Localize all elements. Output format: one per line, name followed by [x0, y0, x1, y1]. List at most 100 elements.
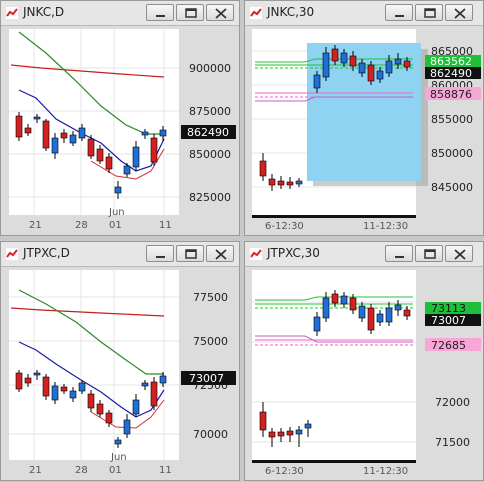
minimize-icon [395, 15, 404, 17]
candlestick-series [15, 112, 167, 199]
close-button[interactable] [445, 245, 473, 262]
minimize-button[interactable] [146, 245, 174, 262]
chart-window-jtpxc-daily[interactable]: JTPXC,D [0, 241, 240, 481]
y-tick-label: 825000 [189, 191, 231, 204]
restore-icon [424, 8, 436, 18]
x-axis-bar [252, 215, 416, 218]
y-tick-label: 72000 [435, 396, 470, 409]
plot-area[interactable] [9, 270, 179, 460]
x-month-label: Jun [108, 207, 125, 218]
close-icon [454, 8, 466, 19]
y-tick-label: 865000 [431, 45, 473, 58]
title-bar[interactable]: JNKC,30 [245, 1, 483, 26]
chart-app-icon [250, 7, 262, 19]
svg-text:73007: 73007 [189, 372, 224, 385]
minimize-icon [156, 15, 165, 17]
lower-band-lines [255, 335, 413, 346]
upper-band-price-tag: 863562 [425, 55, 481, 68]
close-icon [215, 8, 227, 19]
y-tick-label: 850000 [189, 148, 231, 161]
restore-button[interactable] [415, 245, 443, 262]
svg-text:72685: 72685 [431, 339, 466, 352]
close-icon [215, 249, 227, 260]
candlestick-series [15, 370, 167, 448]
svg-text:862490: 862490 [430, 67, 472, 80]
close-button[interactable] [206, 4, 234, 21]
title-bar[interactable]: JNKC,D [1, 1, 239, 26]
x-tick-label: 01 [109, 220, 122, 231]
x-tick-label: 6-12:30 [265, 466, 304, 477]
window-title: JNKC,30 [267, 5, 315, 19]
restore-button[interactable] [176, 4, 204, 21]
y-tick-label: 875000 [189, 105, 231, 118]
x-axis-bar [252, 460, 416, 463]
price-chart[interactable]: 900000 875000 850000 825000 862490 21 28… [1, 1, 241, 237]
x-tick-label: 21 [29, 465, 42, 476]
x-tick-label: 28 [75, 220, 88, 231]
fast-moving-average-line [18, 89, 165, 172]
last-price-tag: 73007 [425, 314, 481, 327]
x-tick-label: 11-12:30 [363, 466, 408, 477]
title-bar[interactable]: JTPXC,D [1, 242, 239, 267]
price-chart[interactable]: 72000 71500 73113 73007 72685 6-12:30 11… [245, 242, 484, 482]
lower-band-price-tag: 858876 [425, 87, 481, 101]
svg-text:858876: 858876 [430, 88, 472, 101]
lower-moving-average-line [90, 148, 165, 180]
restore-icon [185, 249, 197, 259]
y-tick-label: 855000 [431, 113, 473, 126]
fast-moving-average-line [18, 341, 165, 418]
y-tick-label: 845000 [431, 181, 473, 194]
y-tick-label: 75000 [193, 335, 228, 348]
y-tick-label: 77500 [193, 291, 228, 304]
svg-text:73113: 73113 [431, 302, 466, 315]
close-button[interactable] [445, 4, 473, 21]
x-tick-label: 6-12:30 [265, 221, 304, 232]
last-price-tag: 862490 [181, 125, 236, 139]
svg-text:863562: 863562 [430, 55, 472, 68]
x-tick-label: 28 [75, 465, 88, 476]
x-month-label: Jun [110, 452, 127, 463]
x-tick-label: 11 [159, 465, 172, 476]
slow-moving-average-line [10, 64, 165, 78]
restore-button[interactable] [176, 245, 204, 262]
price-chart[interactable]: 77500 75000 72500 70000 73007 21 28 01 1… [1, 242, 241, 482]
chart-window-jnkc-30min[interactable]: JNKC,30 [244, 0, 484, 236]
lower-band-lines [255, 92, 413, 102]
y-tick-label: 850000 [431, 147, 473, 160]
last-price-tag: 73007 [181, 371, 236, 385]
minimize-icon [395, 256, 404, 258]
x-tick-label: 01 [109, 465, 122, 476]
minimize-button[interactable] [385, 245, 413, 262]
restore-icon [424, 249, 436, 259]
minimize-icon [156, 256, 165, 258]
last-price-tag: 862490 [425, 67, 481, 80]
svg-text:73007: 73007 [431, 314, 466, 327]
title-bar[interactable]: JTPXC,30 [245, 242, 483, 267]
upper-band-price-tag: 73113 [425, 302, 481, 315]
mid-moving-average-line [18, 289, 164, 375]
minimize-button[interactable] [385, 4, 413, 21]
window-title: JTPXC,30 [267, 246, 320, 260]
window-title: JTPXC,D [23, 246, 70, 260]
svg-text:862490: 862490 [187, 126, 229, 139]
close-button[interactable] [206, 245, 234, 262]
x-tick-label: 11 [159, 220, 172, 231]
lower-band-price-tag: 72685 [425, 338, 481, 352]
y-tick-label: 900000 [189, 62, 231, 75]
candlestick-series [259, 290, 411, 447]
restore-button[interactable] [415, 4, 443, 21]
chart-window-jtpxc-30min[interactable]: JTPXC,30 [244, 241, 484, 481]
x-tick-label: 11-12:30 [363, 221, 408, 232]
chart-app-icon [6, 248, 18, 260]
y-tick-label: 71500 [435, 436, 470, 449]
restore-icon [185, 8, 197, 18]
window-title: JNKC,D [23, 5, 65, 19]
minimize-button[interactable] [146, 4, 174, 21]
price-chart[interactable]: 865000 860000 855000 850000 845000 86356… [245, 1, 484, 237]
slow-moving-average-line [10, 307, 165, 317]
candlestick-series [259, 45, 411, 191]
chart-window-jnkc-daily[interactable]: JNKC,D [0, 0, 240, 236]
y-tick-label: 70000 [193, 428, 228, 441]
close-icon [454, 249, 466, 260]
chart-app-icon [6, 7, 18, 19]
